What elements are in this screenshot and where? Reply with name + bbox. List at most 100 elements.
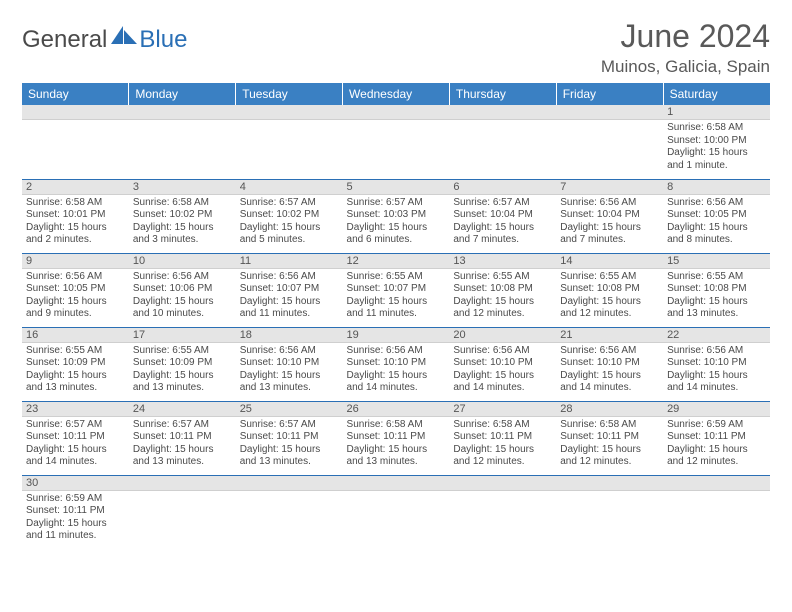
title-block: June 2024 Muinos, Galicia, Spain <box>601 18 770 77</box>
daylight-text: Daylight: 15 hours and 12 minutes. <box>560 444 659 469</box>
day-number <box>449 105 556 120</box>
day-data: Sunrise: 6:55 AMSunset: 10:09 PMDaylight… <box>22 343 129 399</box>
calendar-day-cell <box>343 105 450 179</box>
sunrise-text: Sunrise: 6:56 AM <box>453 345 552 358</box>
day-data: Sunrise: 6:58 AMSunset: 10:11 PMDaylight… <box>556 417 663 473</box>
calendar-day-cell: 3Sunrise: 6:58 AMSunset: 10:02 PMDayligh… <box>129 179 236 253</box>
day-data: Sunrise: 6:55 AMSunset: 10:09 PMDaylight… <box>129 343 236 399</box>
weekday-monday: Monday <box>129 83 236 105</box>
day-number: 22 <box>663 328 770 343</box>
day-data: Sunrise: 6:56 AMSunset: 10:10 PMDaylight… <box>449 343 556 399</box>
sunset-text: Sunset: 10:11 PM <box>240 431 339 444</box>
sunrise-text: Sunrise: 6:58 AM <box>560 419 659 432</box>
daylight-text: Daylight: 15 hours and 13 minutes. <box>240 370 339 395</box>
day-data: Sunrise: 6:57 AMSunset: 10:11 PMDaylight… <box>129 417 236 473</box>
day-data: Sunrise: 6:55 AMSunset: 10:07 PMDaylight… <box>343 269 450 325</box>
calendar-day-cell: 16Sunrise: 6:55 AMSunset: 10:09 PMDaylig… <box>22 327 129 401</box>
day-number <box>449 476 556 491</box>
day-data: Sunrise: 6:56 AMSunset: 10:10 PMDaylight… <box>556 343 663 399</box>
day-number: 11 <box>236 254 343 269</box>
sunrise-text: Sunrise: 6:56 AM <box>560 345 659 358</box>
day-data: Sunrise: 6:57 AMSunset: 10:03 PMDaylight… <box>343 195 450 251</box>
sunrise-text: Sunrise: 6:55 AM <box>26 345 125 358</box>
daylight-text: Daylight: 15 hours and 14 minutes. <box>560 370 659 395</box>
daylight-text: Daylight: 15 hours and 14 minutes. <box>347 370 446 395</box>
sunset-text: Sunset: 10:11 PM <box>26 431 125 444</box>
daylight-text: Daylight: 15 hours and 13 minutes. <box>133 444 232 469</box>
day-number <box>22 105 129 120</box>
calendar-day-cell: 7Sunrise: 6:56 AMSunset: 10:04 PMDayligh… <box>556 179 663 253</box>
daylight-text: Daylight: 15 hours and 12 minutes. <box>453 444 552 469</box>
weekday-tuesday: Tuesday <box>236 83 343 105</box>
sunset-text: Sunset: 10:04 PM <box>453 209 552 222</box>
calendar-table: Sunday Monday Tuesday Wednesday Thursday… <box>22 83 770 549</box>
daylight-text: Daylight: 15 hours and 2 minutes. <box>26 222 125 247</box>
daylight-text: Daylight: 15 hours and 12 minutes. <box>560 296 659 321</box>
sunset-text: Sunset: 10:03 PM <box>347 209 446 222</box>
day-number: 30 <box>22 476 129 491</box>
day-number: 2 <box>22 180 129 195</box>
daylight-text: Daylight: 15 hours and 1 minute. <box>667 147 766 172</box>
sunrise-text: Sunrise: 6:56 AM <box>26 271 125 284</box>
sunset-text: Sunset: 10:05 PM <box>667 209 766 222</box>
day-number: 16 <box>22 328 129 343</box>
day-number: 4 <box>236 180 343 195</box>
calendar-day-cell <box>556 105 663 179</box>
calendar-day-cell: 26Sunrise: 6:58 AMSunset: 10:11 PMDaylig… <box>343 401 450 475</box>
day-data: Sunrise: 6:57 AMSunset: 10:11 PMDaylight… <box>22 417 129 473</box>
day-number: 15 <box>663 254 770 269</box>
day-number: 9 <box>22 254 129 269</box>
daylight-text: Daylight: 15 hours and 3 minutes. <box>133 222 232 247</box>
calendar-day-cell: 28Sunrise: 6:58 AMSunset: 10:11 PMDaylig… <box>556 401 663 475</box>
sunset-text: Sunset: 10:11 PM <box>26 505 125 518</box>
calendar-day-cell: 24Sunrise: 6:57 AMSunset: 10:11 PMDaylig… <box>129 401 236 475</box>
sunset-text: Sunset: 10:09 PM <box>133 357 232 370</box>
sunrise-text: Sunrise: 6:59 AM <box>667 419 766 432</box>
day-data: Sunrise: 6:56 AMSunset: 10:10 PMDaylight… <box>343 343 450 399</box>
day-number: 25 <box>236 402 343 417</box>
daylight-text: Daylight: 15 hours and 13 minutes. <box>133 370 232 395</box>
calendar-day-cell: 14Sunrise: 6:55 AMSunset: 10:08 PMDaylig… <box>556 253 663 327</box>
sunrise-text: Sunrise: 6:58 AM <box>26 197 125 210</box>
calendar-day-cell: 1Sunrise: 6:58 AMSunset: 10:00 PMDayligh… <box>663 105 770 179</box>
daylight-text: Daylight: 15 hours and 10 minutes. <box>133 296 232 321</box>
calendar-day-cell: 2Sunrise: 6:58 AMSunset: 10:01 PMDayligh… <box>22 179 129 253</box>
day-data: Sunrise: 6:59 AMSunset: 10:11 PMDaylight… <box>663 417 770 473</box>
day-data: Sunrise: 6:56 AMSunset: 10:05 PMDaylight… <box>22 269 129 325</box>
calendar-day-cell <box>129 105 236 179</box>
day-data: Sunrise: 6:55 AMSunset: 10:08 PMDaylight… <box>556 269 663 325</box>
calendar-day-cell: 20Sunrise: 6:56 AMSunset: 10:10 PMDaylig… <box>449 327 556 401</box>
calendar-day-cell: 15Sunrise: 6:55 AMSunset: 10:08 PMDaylig… <box>663 253 770 327</box>
sunrise-text: Sunrise: 6:57 AM <box>240 197 339 210</box>
day-number: 3 <box>129 180 236 195</box>
sunset-text: Sunset: 10:10 PM <box>347 357 446 370</box>
calendar-day-cell: 25Sunrise: 6:57 AMSunset: 10:11 PMDaylig… <box>236 401 343 475</box>
sunset-text: Sunset: 10:07 PM <box>347 283 446 296</box>
calendar-day-cell <box>129 475 236 549</box>
calendar-day-cell <box>22 105 129 179</box>
sunset-text: Sunset: 10:11 PM <box>453 431 552 444</box>
calendar-week-row: 16Sunrise: 6:55 AMSunset: 10:09 PMDaylig… <box>22 327 770 401</box>
sunset-text: Sunset: 10:08 PM <box>667 283 766 296</box>
calendar-week-row: 1Sunrise: 6:58 AMSunset: 10:00 PMDayligh… <box>22 105 770 179</box>
sunrise-text: Sunrise: 6:57 AM <box>26 419 125 432</box>
weekday-saturday: Saturday <box>663 83 770 105</box>
sunrise-text: Sunrise: 6:56 AM <box>133 271 232 284</box>
daylight-text: Daylight: 15 hours and 8 minutes. <box>667 222 766 247</box>
day-data: Sunrise: 6:55 AMSunset: 10:08 PMDaylight… <box>449 269 556 325</box>
sunrise-text: Sunrise: 6:59 AM <box>26 493 125 506</box>
day-number: 19 <box>343 328 450 343</box>
day-number: 24 <box>129 402 236 417</box>
sunset-text: Sunset: 10:06 PM <box>133 283 232 296</box>
day-data: Sunrise: 6:58 AMSunset: 10:02 PMDaylight… <box>129 195 236 251</box>
sunrise-text: Sunrise: 6:55 AM <box>347 271 446 284</box>
day-number <box>236 476 343 491</box>
daylight-text: Daylight: 15 hours and 13 minutes. <box>26 370 125 395</box>
calendar-day-cell: 12Sunrise: 6:55 AMSunset: 10:07 PMDaylig… <box>343 253 450 327</box>
calendar-day-cell <box>663 475 770 549</box>
sunrise-text: Sunrise: 6:56 AM <box>240 271 339 284</box>
calendar-day-cell: 4Sunrise: 6:57 AMSunset: 10:02 PMDayligh… <box>236 179 343 253</box>
day-data: Sunrise: 6:58 AMSunset: 10:11 PMDaylight… <box>449 417 556 473</box>
sunset-text: Sunset: 10:02 PM <box>240 209 339 222</box>
sunset-text: Sunset: 10:11 PM <box>667 431 766 444</box>
